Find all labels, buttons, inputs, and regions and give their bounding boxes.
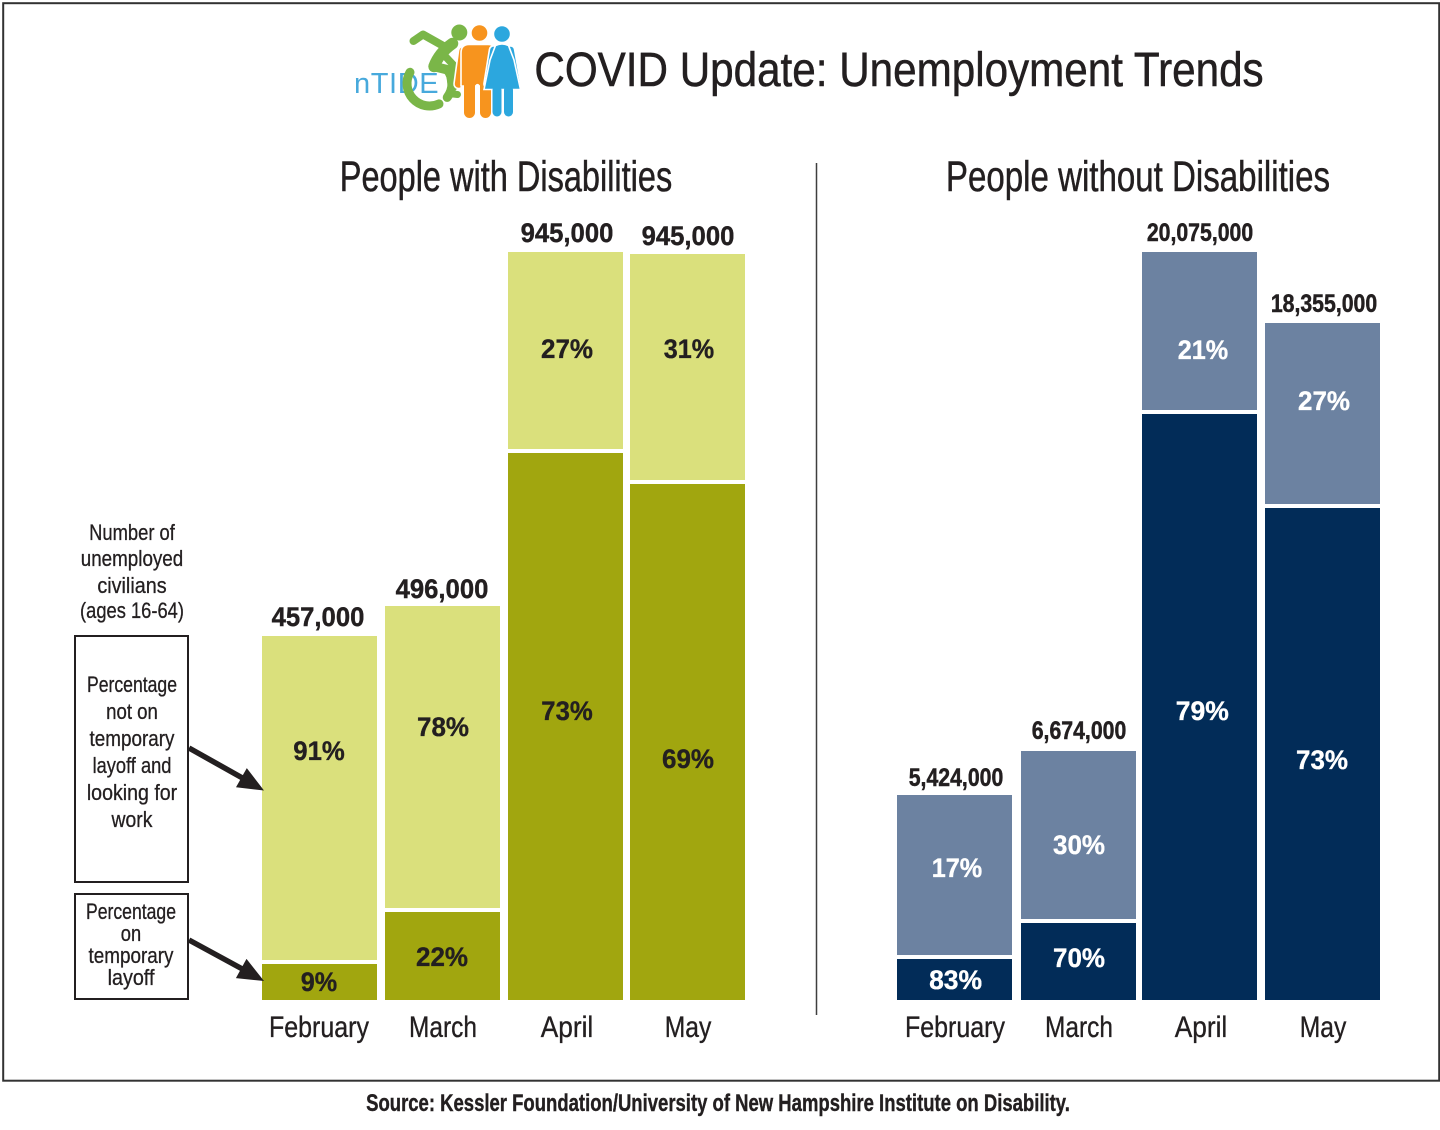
svg-text:nTIDE: nTIDE	[354, 68, 439, 100]
